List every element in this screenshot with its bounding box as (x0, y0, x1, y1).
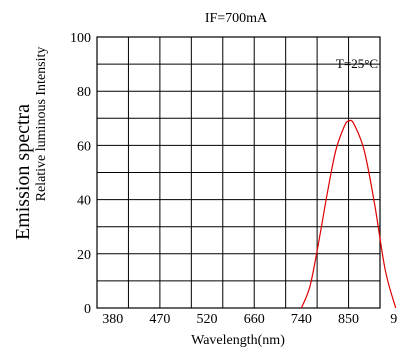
x-tick-label: 740 (291, 312, 312, 327)
x-tick-label: 470 (149, 312, 170, 327)
x-tick-labels: 380 470 520 660 740 850 940 (102, 312, 397, 327)
temperature-annotation: T=25°C (336, 56, 378, 71)
grid-lines (97, 37, 380, 308)
x-tick-label: 380 (102, 312, 123, 327)
x-tick-label: 520 (197, 312, 218, 327)
y-axis-label-sub: Relative luminous Intensity (34, 47, 49, 202)
y-tick-label: 20 (77, 248, 91, 263)
y-tick-label: 40 (77, 194, 91, 209)
chart-title: IF=700mA (205, 11, 268, 26)
y-tick-labels: 0 20 40 60 80 100 (70, 31, 91, 317)
x-tick-label: 850 (338, 312, 359, 327)
y-tick-label: 100 (70, 31, 91, 46)
y-tick-label: 60 (77, 139, 91, 154)
y-tick-label: 0 (84, 302, 91, 317)
x-tick-label: 940 (390, 312, 397, 327)
spectrum-curve (300, 119, 397, 309)
y-tick-label: 80 (77, 85, 91, 100)
y-axis-label-main: Emission spectra (12, 104, 34, 240)
plot-frame (96, 36, 381, 309)
x-axis-label: Wavelength(nm) (191, 333, 285, 348)
x-tick-label: 660 (244, 312, 265, 327)
